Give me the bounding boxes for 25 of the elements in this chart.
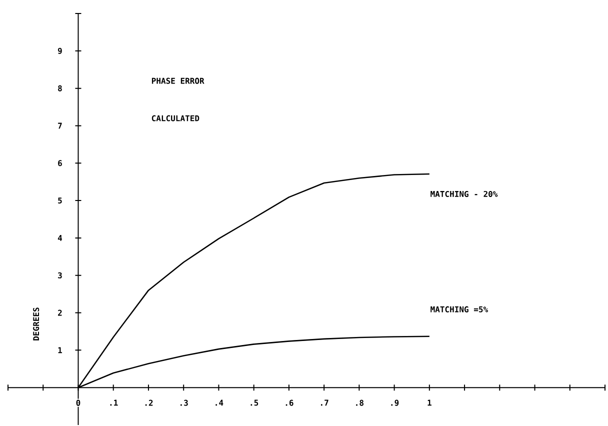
x-tick-label: .4	[216, 400, 224, 406]
annotation: CALCULATED	[152, 115, 200, 122]
y-tick-label: 5	[58, 198, 62, 204]
x-tick-label: .8	[356, 400, 364, 406]
y-tick-label: 3	[58, 272, 62, 278]
y-tick-label: 6	[58, 160, 62, 166]
x-tick-label: 0	[76, 400, 80, 406]
y-axis-title: DEGREES	[33, 308, 40, 340]
x-tick-label: .1	[110, 400, 118, 406]
x-tick-label: .6	[286, 400, 294, 406]
y-tick-label: 2	[58, 310, 62, 316]
x-tick-label: .5	[250, 400, 258, 406]
text: MATCHING - 20%	[430, 190, 498, 198]
y-tick-label: 8	[58, 85, 62, 92]
x-tick-label: .9	[391, 400, 399, 406]
text: MATCHING =5%	[430, 306, 488, 312]
y-tick-label: 1	[58, 347, 62, 354]
x-tick-label: 1	[428, 400, 432, 406]
y-tick-label: 7	[58, 122, 62, 129]
x-tick-label: .7	[321, 400, 328, 406]
annotation: PHASE ERROR	[152, 78, 204, 84]
y-tick-label: 4	[58, 235, 62, 241]
x-tick-label: .2	[145, 400, 153, 406]
y-tick-label: 9	[58, 48, 62, 54]
x-tick-label: .3	[180, 400, 188, 406]
